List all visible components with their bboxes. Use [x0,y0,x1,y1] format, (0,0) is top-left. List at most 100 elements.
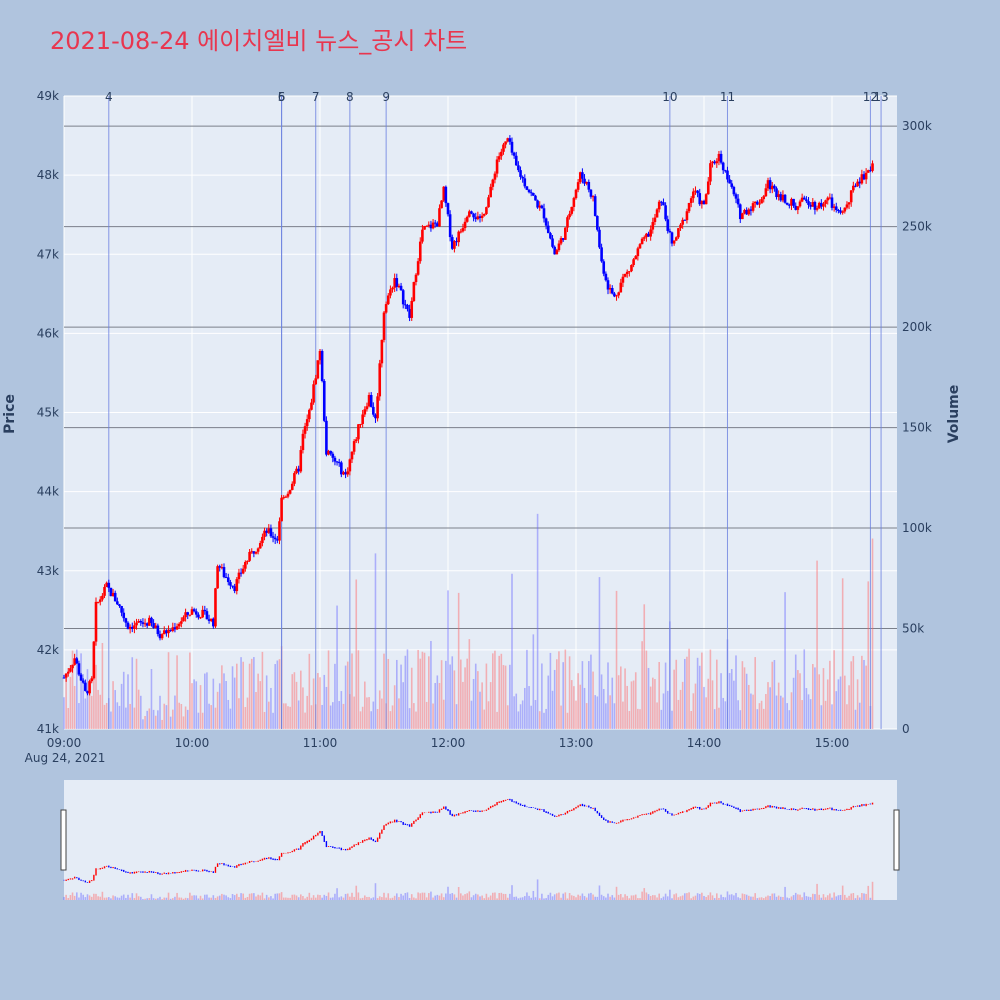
slider-volume-bar [709,892,712,900]
candle-body [239,572,243,574]
slider-volume-bar [521,897,524,900]
candle-body [399,285,403,291]
volume-bar [534,700,537,729]
volume-bar [353,696,355,729]
candle-body [709,163,712,182]
candle-body [813,202,817,210]
volume-bar [489,682,492,729]
candle-body [395,278,399,288]
candle-body [834,206,838,211]
slider-volume-bar [159,896,161,900]
slider-volume-bar [760,897,763,900]
candle-body [310,402,313,410]
slider-volume-bar [570,895,573,900]
candle-body [224,577,228,579]
slider-volume-bar [180,897,183,900]
candle-body [465,216,469,222]
volume-bar [374,553,377,729]
candle-body [256,548,260,552]
slider-volume-bar [93,893,95,900]
candle-body [160,634,164,639]
candle-body [777,194,780,198]
slider-volume-bar [289,897,291,900]
candle-body [201,609,204,618]
slider-volume-bar [425,897,428,900]
volume-bar [455,704,458,729]
volume-bar [460,659,462,729]
volume-bar [592,671,594,729]
volume-bar [622,701,624,729]
volume-bar [370,711,372,729]
volume-bar [752,694,754,729]
candle-body [391,287,394,290]
volume-bar [344,665,347,729]
volume-bar [494,650,496,729]
slider-volume-bar [90,896,93,900]
candle-body [758,203,761,205]
slider-volume-bar [865,893,867,900]
volume-bar [502,665,505,729]
candle-body [229,582,232,586]
volume-bar [468,639,471,729]
slider-volume-bar [325,895,328,900]
x-tick-label: 13:00 [559,736,594,750]
slider-volume-bar [536,879,539,900]
volume-bar [777,682,780,729]
slider-volume-bar [782,896,784,900]
volume-bar [671,710,673,729]
volume-bar [65,675,67,729]
volume-bar [509,664,511,729]
candle-body [711,161,714,164]
slider-volume-bar [319,895,321,900]
volume-bar [425,701,428,729]
slider-volume-bar [814,894,816,900]
slider-volume-bar [737,897,739,900]
volume-bar [549,652,552,729]
candle-body [412,282,416,301]
slider-volume-bar [754,893,756,900]
slider-volume-bar [374,883,377,900]
volume-bar [730,669,733,729]
candle-body [527,189,531,193]
slider-volume-bar [696,893,699,900]
slider-volume-bar [748,895,750,900]
slider-volume-bar [71,892,74,900]
candle-body [668,230,672,233]
candle-body [199,617,202,619]
candle-body [453,241,456,249]
slider-volume-bar [238,897,240,900]
slider-volume-bar [398,897,400,900]
range-slider[interactable] [64,780,897,900]
volume-bar [114,690,116,729]
slider-volume-bar [524,896,526,900]
volume-bar [500,653,503,729]
range-slider-right-handle[interactable] [893,809,900,871]
volume-bar [327,650,330,729]
volume-bar [677,699,680,729]
candle-body [521,176,524,179]
candle-body [88,681,91,694]
volume-bar [784,592,786,729]
candle-body [768,180,772,190]
slider-volume-bar [848,895,850,900]
volume-bar [355,579,358,729]
volume-bar [709,649,712,729]
slider-volume-bar [592,894,594,900]
slider-volume-bar [479,896,481,900]
candle-body [815,208,819,210]
volume-bar [225,681,227,729]
volume-bar [436,675,439,729]
slider-volume-bar [568,893,571,900]
volume-bar [233,677,236,729]
candle-body [568,213,571,218]
candle-body [802,197,806,200]
volume-bar [265,675,268,729]
slider-volume-bar [372,897,375,900]
volume-bar [218,683,221,729]
x-axis-ticks: 09:00 10:00 11:00 12:00 13:00 14:00 15:00 [47,736,850,750]
candle-body [559,238,563,244]
candle-body [517,165,520,171]
slider-volume-bar [494,892,496,900]
range-slider-left-handle[interactable] [60,809,67,871]
volume-bar [428,656,430,729]
